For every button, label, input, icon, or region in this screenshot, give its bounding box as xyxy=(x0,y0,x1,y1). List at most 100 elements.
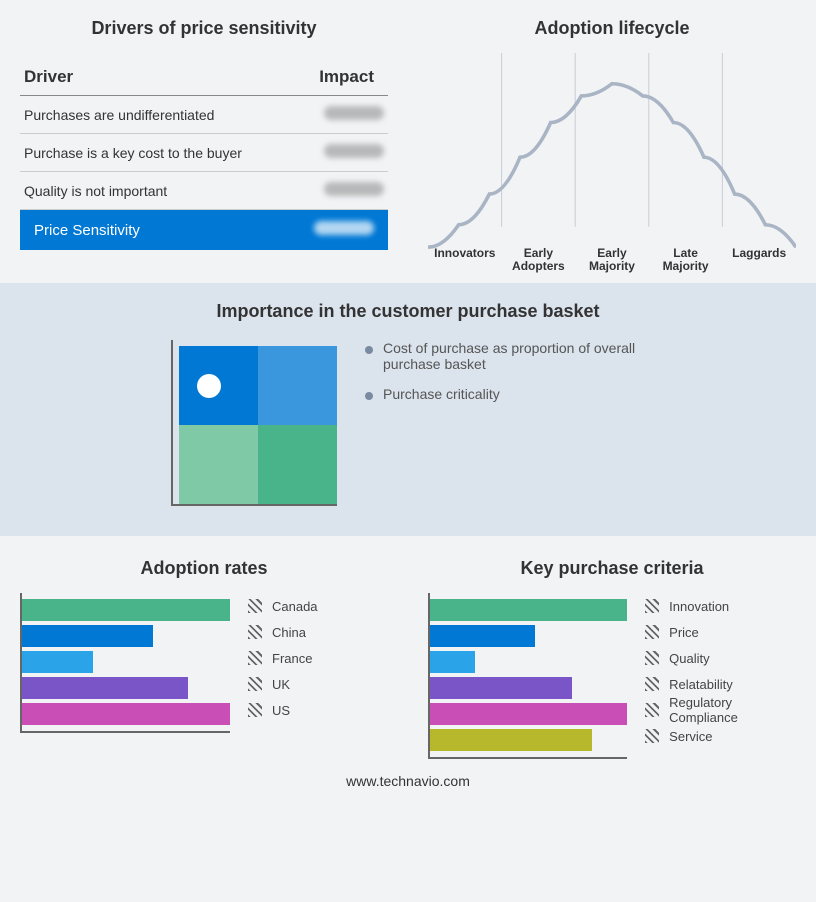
lifecycle-label: Innovators xyxy=(428,247,502,273)
adoption-rates-panel: Adoption rates Canada China France UK US xyxy=(0,536,408,769)
adoption-legend-item: Canada xyxy=(248,593,318,619)
criteria-legend-item: Relatability xyxy=(645,671,796,697)
adoption-bar-row xyxy=(22,675,230,701)
importance-quadrant xyxy=(179,346,337,504)
purchase-criteria-panel: Key purchase criteria Innovation Price Qua… xyxy=(408,536,816,769)
blurred-value xyxy=(314,221,374,235)
adoption-legend-label: France xyxy=(272,651,312,666)
quadrant-marker xyxy=(197,374,221,398)
lifecycle-label: Laggards xyxy=(722,247,796,273)
summary-impact xyxy=(285,210,388,251)
criteria-bar xyxy=(430,703,627,725)
blurred-value xyxy=(324,144,384,158)
adoption-bar-row xyxy=(22,597,230,623)
criteria-bar-row xyxy=(430,649,627,675)
drivers-title: Drivers of price sensitivity xyxy=(20,18,388,39)
criteria-legend-label: Quality xyxy=(669,651,709,666)
hatch-icon xyxy=(645,729,659,743)
importance-legend-label: Cost of purchase as proportion of overal… xyxy=(383,340,645,372)
criteria-legend-item: Innovation xyxy=(645,593,796,619)
importance-legend-label: Purchase criticality xyxy=(383,386,500,402)
lifecycle-panel: Adoption lifecycle InnovatorsEarlyAdopte… xyxy=(408,0,816,283)
drivers-col-impact: Impact xyxy=(285,59,388,96)
criteria-legend-item: Price xyxy=(645,619,796,645)
adoption-legend-label: China xyxy=(272,625,306,640)
criteria-legend-item: Regulatory Compliance xyxy=(645,697,796,723)
adoption-legend-label: US xyxy=(272,703,290,718)
importance-title: Importance in the customer purchase bask… xyxy=(20,301,796,322)
hatch-icon xyxy=(645,625,659,639)
criteria-bar-row xyxy=(430,675,627,701)
purchase-criteria-title: Key purchase criteria xyxy=(428,558,796,579)
hatch-icon xyxy=(645,651,659,665)
lifecycle-title: Adoption lifecycle xyxy=(428,18,796,39)
adoption-rates-chart xyxy=(20,593,230,733)
adoption-legend-item: China xyxy=(248,619,318,645)
criteria-bar xyxy=(430,651,475,673)
table-row: Purchases are undifferentiated xyxy=(20,96,388,134)
importance-legend-item: Cost of purchase as proportion of overal… xyxy=(365,340,645,372)
hatch-icon xyxy=(248,599,262,613)
hatch-icon xyxy=(248,625,262,639)
adoption-bar xyxy=(22,677,188,699)
drivers-col-driver: Driver xyxy=(20,59,285,96)
adoption-rates-title: Adoption rates xyxy=(20,558,388,579)
hatch-icon xyxy=(248,677,262,691)
criteria-bar-row xyxy=(430,597,627,623)
driver-cell: Purchase is a key cost to the buyer xyxy=(20,134,285,172)
criteria-bar xyxy=(430,677,572,699)
impact-cell xyxy=(285,96,388,134)
bullet-icon xyxy=(365,346,373,354)
quadrant-tl xyxy=(179,346,258,425)
impact-cell xyxy=(285,134,388,172)
summary-label: Price Sensitivity xyxy=(20,210,285,251)
criteria-bar-row xyxy=(430,623,627,649)
importance-legend: Cost of purchase as proportion of overal… xyxy=(365,340,645,506)
criteria-legend-label: Price xyxy=(669,625,699,640)
summary-row: Price Sensitivity xyxy=(20,210,388,251)
criteria-legend-label: Service xyxy=(669,729,712,744)
bullet-icon xyxy=(365,392,373,400)
criteria-bar-row xyxy=(430,727,627,753)
adoption-legend-label: UK xyxy=(272,677,290,692)
criteria-bar xyxy=(430,625,535,647)
criteria-legend-label: Regulatory Compliance xyxy=(669,695,796,725)
hatch-icon xyxy=(645,703,659,717)
drivers-panel: Drivers of price sensitivity Driver Impa… xyxy=(0,0,408,283)
driver-cell: Quality is not important xyxy=(20,172,285,210)
footer-text: www.technavio.com xyxy=(0,769,816,807)
adoption-legend-item: US xyxy=(248,697,318,723)
adoption-bar-row xyxy=(22,701,230,727)
adoption-legend-item: UK xyxy=(248,671,318,697)
adoption-bar-row xyxy=(22,623,230,649)
table-row: Purchase is a key cost to the buyer xyxy=(20,134,388,172)
lifecycle-label: LateMajority xyxy=(649,247,723,273)
adoption-legend-label: Canada xyxy=(272,599,318,614)
bottom-row: Adoption rates Canada China France UK US Key… xyxy=(0,536,816,769)
importance-legend-item: Purchase criticality xyxy=(365,386,645,402)
table-row: Quality is not important xyxy=(20,172,388,210)
lifecycle-label: EarlyAdopters xyxy=(502,247,576,273)
drivers-table: Driver Impact Purchases are undifferenti… xyxy=(20,59,388,250)
quadrant-bl xyxy=(179,425,258,504)
lifecycle-curve: InnovatorsEarlyAdoptersEarlyMajorityLate… xyxy=(428,53,796,273)
blurred-value xyxy=(324,182,384,196)
purchase-criteria-legend: Innovation Price Quality Relatability Regula… xyxy=(645,593,796,759)
criteria-legend-label: Relatability xyxy=(669,677,733,692)
criteria-bar xyxy=(430,729,592,751)
criteria-legend-item: Quality xyxy=(645,645,796,671)
adoption-bar xyxy=(22,599,230,621)
driver-cell: Purchases are undifferentiated xyxy=(20,96,285,134)
lifecycle-label: EarlyMajority xyxy=(575,247,649,273)
quadrant-tr xyxy=(258,346,337,425)
hatch-icon xyxy=(248,651,262,665)
adoption-bar-row xyxy=(22,649,230,675)
criteria-bar-row xyxy=(430,701,627,727)
adoption-bar xyxy=(22,651,93,673)
importance-quadrant-axes xyxy=(171,340,337,506)
purchase-criteria-chart xyxy=(428,593,627,759)
adoption-bar xyxy=(22,625,153,647)
blurred-value xyxy=(324,106,384,120)
importance-panel: Importance in the customer purchase bask… xyxy=(0,283,816,536)
adoption-legend-item: France xyxy=(248,645,318,671)
